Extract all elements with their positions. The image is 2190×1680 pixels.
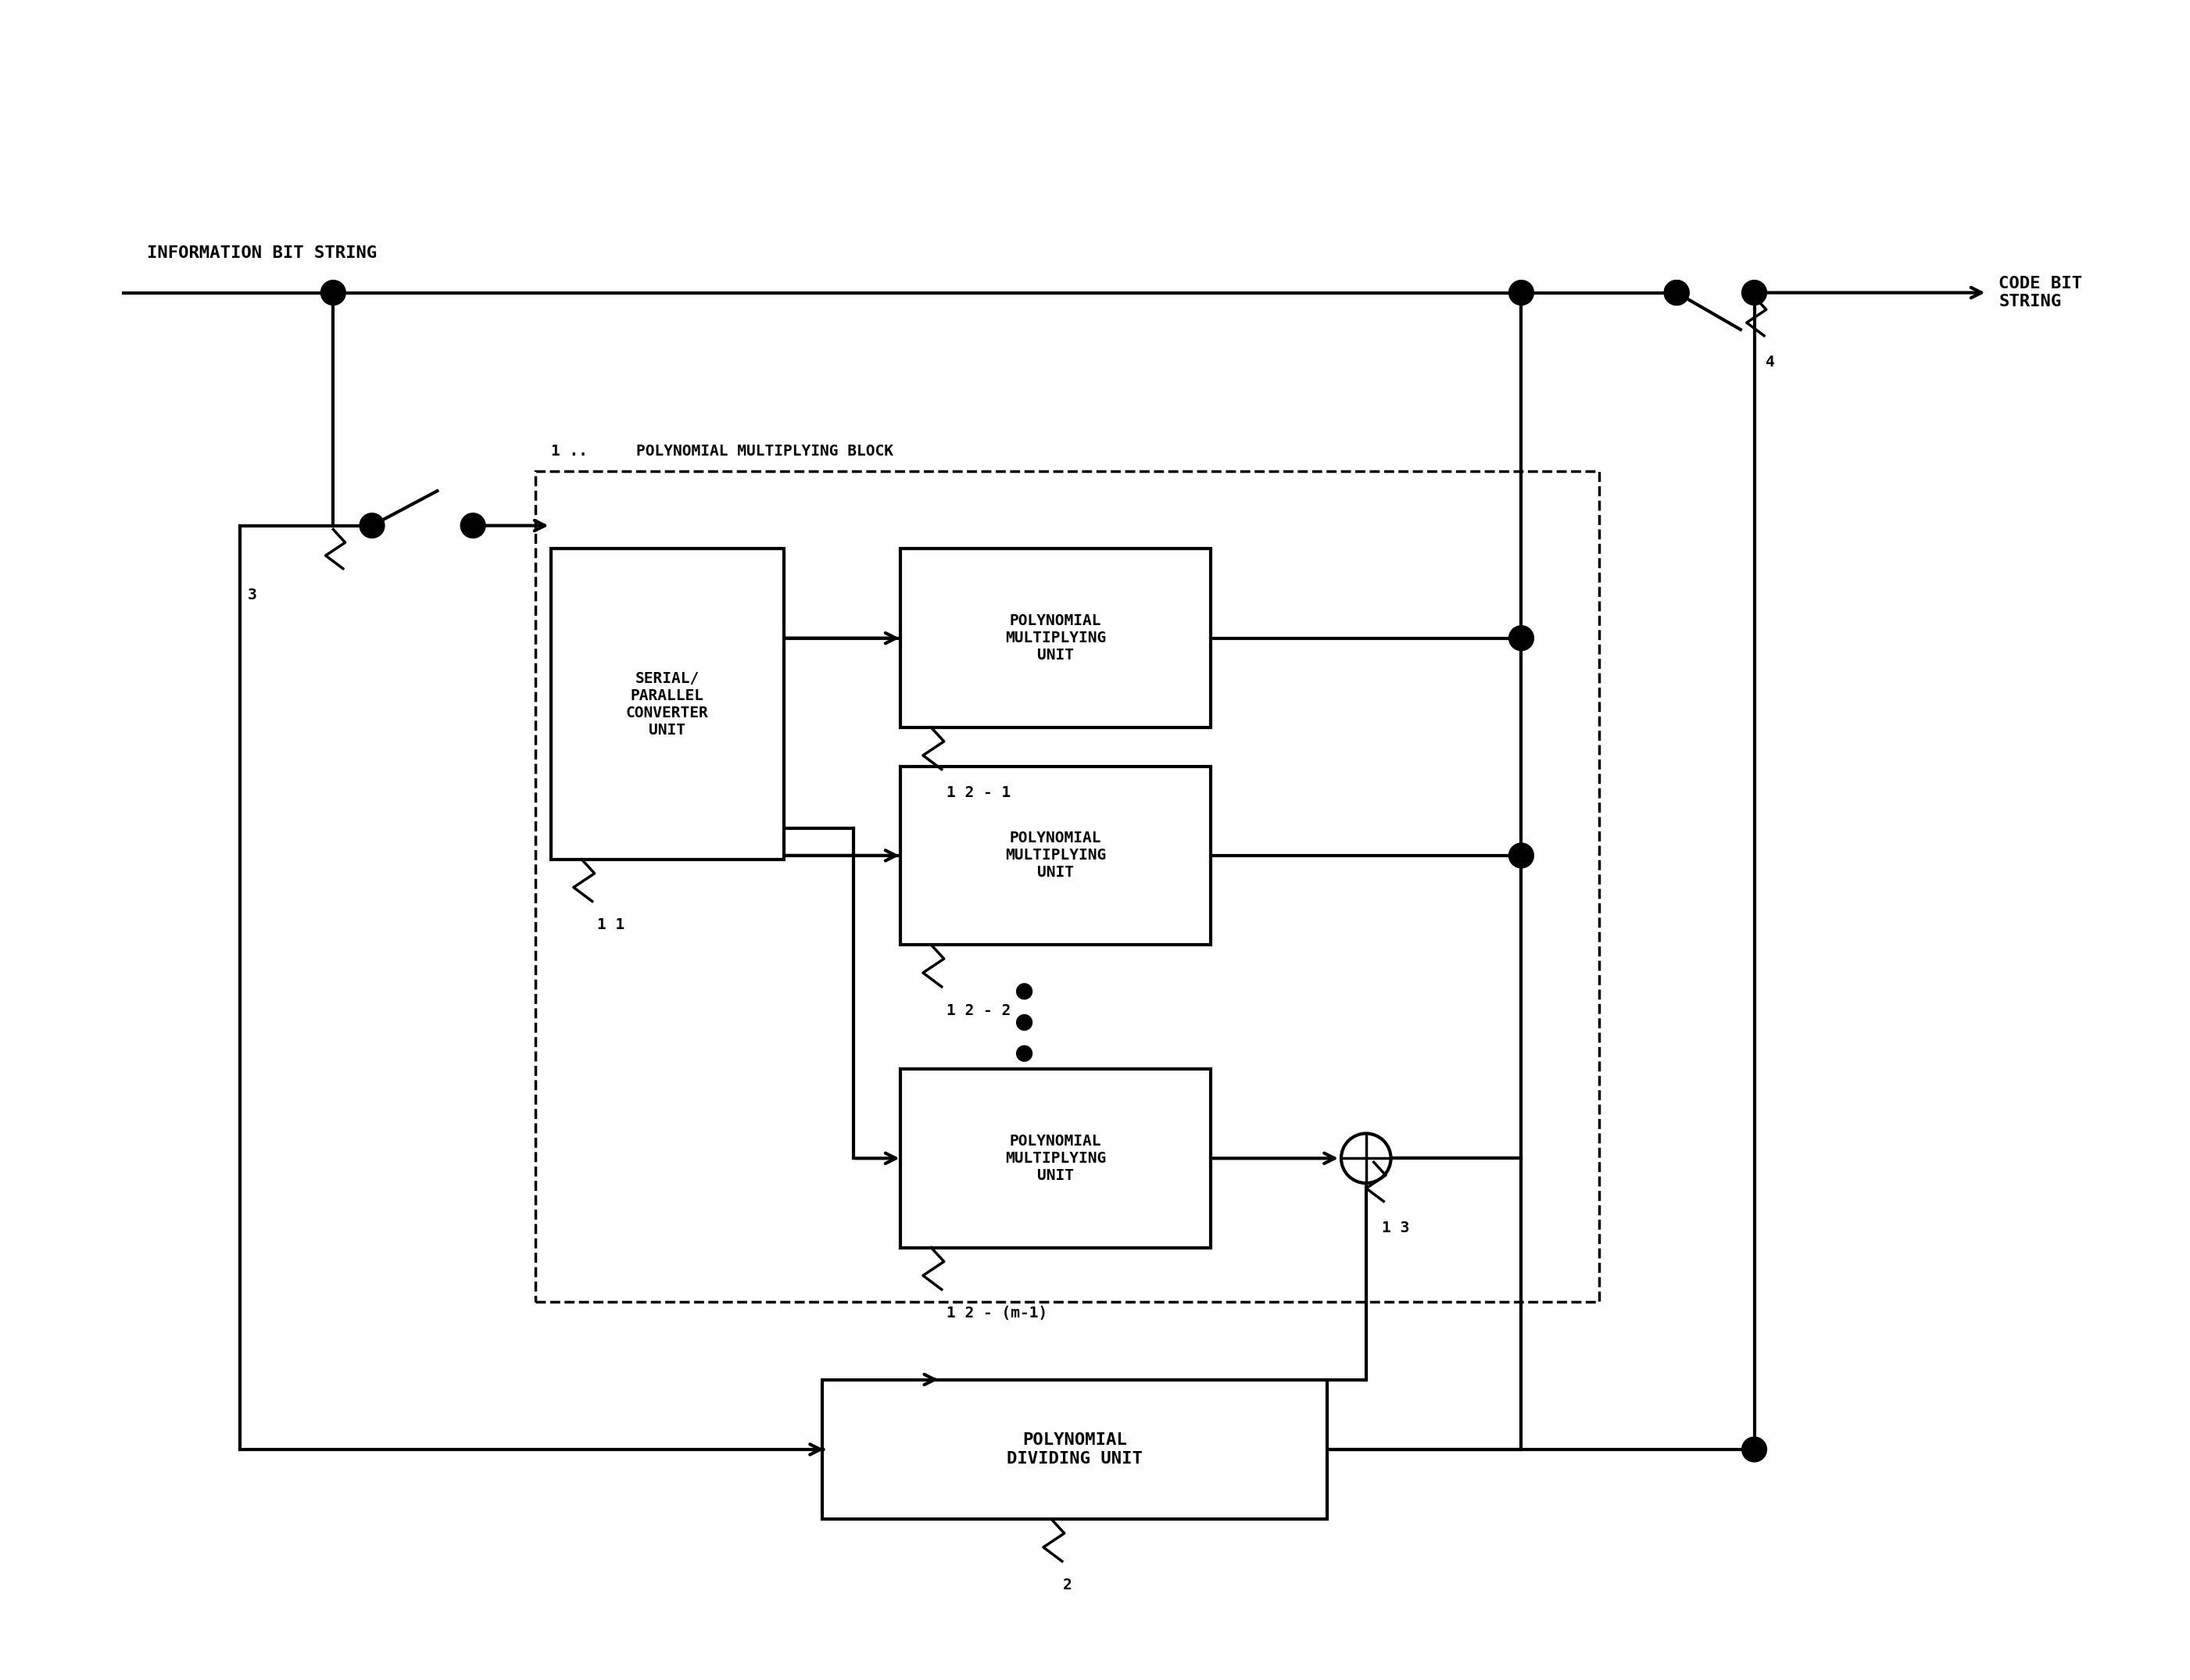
Circle shape	[1664, 281, 1688, 306]
Circle shape	[1340, 1134, 1391, 1183]
FancyBboxPatch shape	[550, 549, 784, 860]
Text: POLYNOMIAL
MULTIPLYING
UNIT: POLYNOMIAL MULTIPLYING UNIT	[1005, 613, 1106, 664]
Circle shape	[1016, 983, 1031, 1000]
Text: CODE BIT
STRING: CODE BIT STRING	[1999, 276, 2083, 309]
Circle shape	[359, 512, 385, 538]
Circle shape	[1509, 281, 1533, 306]
Circle shape	[460, 512, 486, 538]
Circle shape	[1509, 843, 1533, 869]
Text: 2: 2	[1062, 1578, 1073, 1593]
FancyBboxPatch shape	[900, 1068, 1211, 1248]
Circle shape	[1509, 625, 1533, 650]
Text: 1 2 - (m-1): 1 2 - (m-1)	[946, 1305, 1047, 1320]
Text: 1 ..: 1 ..	[550, 444, 587, 459]
Text: SERIAL/
PARALLEL
CONVERTER
UNIT: SERIAL/ PARALLEL CONVERTER UNIT	[626, 670, 707, 738]
Circle shape	[1741, 1436, 1767, 1462]
Text: 1 1: 1 1	[598, 917, 624, 932]
Circle shape	[1016, 1015, 1031, 1030]
Text: 1 3: 1 3	[1382, 1220, 1408, 1235]
Circle shape	[1741, 281, 1767, 306]
Text: POLYNOMIAL
MULTIPLYING
UNIT: POLYNOMIAL MULTIPLYING UNIT	[1005, 832, 1106, 880]
Text: POLYNOMIAL
DIVIDING UNIT: POLYNOMIAL DIVIDING UNIT	[1007, 1433, 1143, 1467]
FancyBboxPatch shape	[900, 766, 1211, 944]
Text: 1 2 - 1: 1 2 - 1	[946, 786, 1012, 800]
Text: 1 2 - 2: 1 2 - 2	[946, 1003, 1012, 1018]
Circle shape	[320, 281, 346, 306]
Text: POLYNOMIAL MULTIPLYING BLOCK: POLYNOMIAL MULTIPLYING BLOCK	[635, 444, 894, 459]
Circle shape	[1664, 281, 1688, 306]
FancyBboxPatch shape	[900, 549, 1211, 727]
Text: 3: 3	[247, 588, 256, 603]
Circle shape	[1016, 1045, 1031, 1062]
Text: 4: 4	[1765, 354, 1776, 370]
FancyBboxPatch shape	[823, 1379, 1327, 1519]
Text: INFORMATION BIT STRING: INFORMATION BIT STRING	[147, 245, 377, 260]
Text: POLYNOMIAL
MULTIPLYING
UNIT: POLYNOMIAL MULTIPLYING UNIT	[1005, 1134, 1106, 1183]
